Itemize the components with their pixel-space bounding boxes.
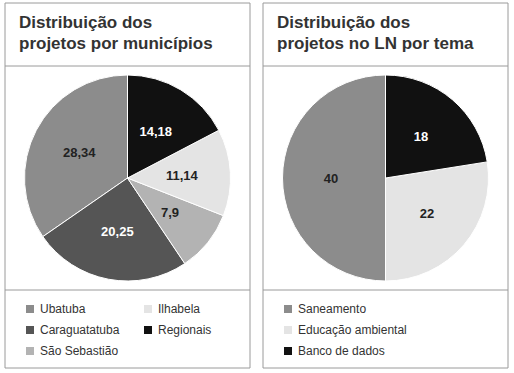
svg-text:Regionais: Regionais [158, 323, 211, 337]
svg-text:7,9: 7,9 [161, 205, 179, 220]
svg-text:20,25: 20,25 [101, 224, 134, 239]
svg-text:São Sebastião: São Sebastião [40, 344, 118, 358]
svg-text:22: 22 [420, 206, 434, 221]
svg-text:projetos no LN por tema: projetos no LN por tema [277, 34, 474, 53]
svg-text:Ilhabela: Ilhabela [158, 302, 200, 316]
svg-text:Distribuição dos: Distribuição dos [19, 13, 152, 32]
svg-text:Saneamento: Saneamento [298, 302, 366, 316]
svg-text:40: 40 [324, 171, 338, 186]
svg-text:Distribuição dos: Distribuição dos [277, 13, 410, 32]
svg-text:18: 18 [414, 129, 428, 144]
svg-text:Ubatuba: Ubatuba [40, 302, 86, 316]
svg-text:14,18: 14,18 [139, 124, 172, 139]
svg-text:Educação ambiental: Educação ambiental [298, 323, 407, 337]
svg-text:28,34: 28,34 [63, 145, 96, 160]
svg-text:Banco de dados: Banco de dados [298, 344, 385, 358]
svg-text:Caraguatatuba: Caraguatatuba [40, 323, 120, 337]
svg-text:projetos por municípios: projetos por municípios [19, 34, 213, 53]
svg-text:11,14: 11,14 [166, 168, 199, 183]
